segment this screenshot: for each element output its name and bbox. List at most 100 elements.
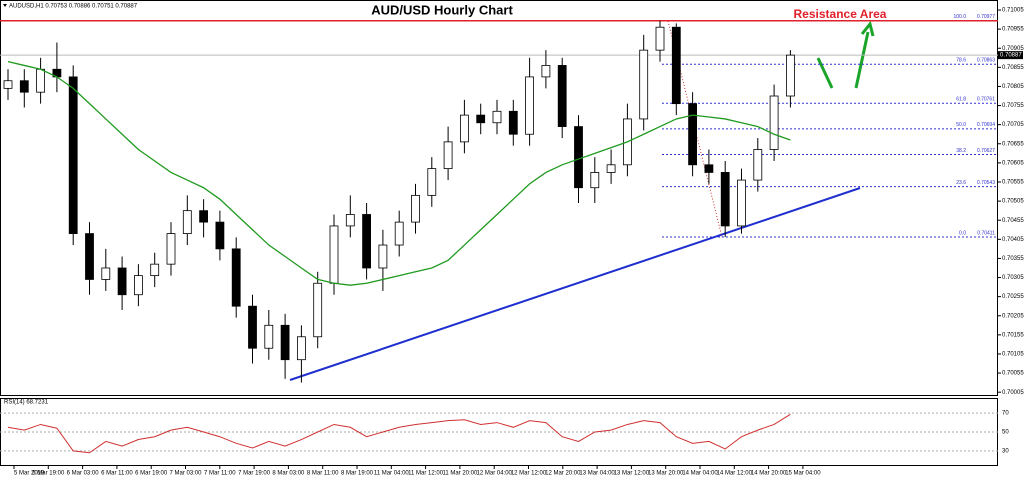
y-tick-label: 0.70055 — [1002, 371, 1024, 377]
candle-body — [769, 95, 779, 150]
x-tick-label: 8 Mar 19:00 — [341, 471, 374, 477]
y-tick-label: 0.70305 — [1002, 275, 1024, 281]
x-tick-label: 6 Mar 11:00 — [101, 471, 133, 477]
candle-body — [150, 263, 160, 277]
candle-body — [133, 275, 143, 296]
x-tick-label: 11 Mar 12:00 — [408, 471, 444, 477]
arrows — [816, 20, 875, 89]
x-tick-label: 14 Mar 20:00 — [751, 471, 787, 477]
y-tick-label: 0.70455 — [1002, 218, 1024, 224]
fib-ratio: 50.0 — [956, 122, 966, 128]
moving-average — [7, 60, 791, 286]
candle-body — [720, 172, 730, 227]
y-tick-label: 0.70755 — [1002, 103, 1024, 109]
candle-body — [199, 210, 209, 223]
candle-body — [574, 126, 583, 189]
candle-body — [688, 103, 697, 166]
x-tick-label: 14 Mar 04:00 — [682, 471, 718, 477]
y-tick-label: 0.70905 — [1002, 46, 1024, 52]
candle-body — [264, 324, 274, 349]
y-tick-label: 0.70005 — [1002, 390, 1024, 396]
x-tick-label: 12 Mar 12:00 — [511, 471, 547, 477]
x-tick-label: 8 Mar 11:00 — [307, 471, 339, 477]
fib-price: 0.70761 — [977, 97, 995, 103]
candle-body — [639, 49, 649, 120]
y-tick-label: 0.70255 — [1002, 294, 1024, 300]
candle-body — [786, 54, 795, 97]
candle-body — [606, 164, 616, 173]
candle-body — [476, 114, 486, 124]
x-tick-label: 7 Mar 19:00 — [238, 471, 271, 477]
candle-body — [753, 149, 763, 181]
y-tick-label: 0.71005 — [1002, 8, 1024, 14]
chart-title: AUD/USD Hourly Chart — [371, 2, 513, 17]
candle-body — [36, 68, 45, 93]
candle-body — [345, 214, 355, 227]
candle-body — [557, 65, 567, 127]
rsi-panel — [0, 398, 998, 466]
x-tick-label: 11 Mar 20:00 — [442, 471, 478, 477]
x-tick-label: 6 Mar 03:00 — [67, 471, 100, 477]
candle-body — [101, 267, 111, 280]
rsi-tick-label: 30 — [1002, 448, 1009, 454]
candle-body — [508, 110, 518, 135]
x-tick-label: 11 Mar 04:00 — [374, 471, 410, 477]
x-tick-label: 13 Mar 04:00 — [579, 471, 615, 477]
fib-ratio: 38.2 — [956, 148, 966, 154]
candle-body — [411, 194, 420, 223]
y-tick-label: 0.70555 — [1002, 180, 1024, 186]
candle-body — [329, 225, 339, 284]
x-tick-label: 13 Mar 12:00 — [614, 471, 650, 477]
x-tick-label: 5 Mar 2019 — [14, 471, 45, 477]
fib-ratio: 61.8 — [956, 97, 966, 103]
candle-body — [117, 267, 127, 296]
candle-body — [671, 26, 681, 105]
candle-body — [459, 114, 469, 143]
main-panel — [0, 0, 998, 396]
candle-body — [85, 233, 94, 280]
fib-ratio: 100.0 — [953, 14, 966, 20]
candle-body — [166, 233, 176, 265]
candle-body — [427, 168, 437, 196]
rsi-line — [7, 413, 791, 454]
current-price-box — [998, 51, 1023, 60]
fib-price: 0.70543 — [977, 180, 995, 186]
candle-body — [248, 305, 257, 349]
x-tick-label: 14 Mar 12:00 — [717, 471, 753, 477]
trend-line — [289, 187, 861, 381]
annotation: Resistance Area — [794, 7, 887, 21]
header: AUDUSD,H1 0.70753 0.70886 0.70751 0.7088… — [9, 4, 138, 10]
candle-body — [280, 324, 290, 361]
candle-body — [394, 221, 404, 246]
candle-body — [182, 210, 192, 234]
candle-body — [378, 244, 388, 269]
fib-price: 0.70694 — [977, 122, 995, 128]
x-tick-label: 15 Mar 04:00 — [785, 471, 821, 477]
candle-body — [215, 221, 225, 250]
candle-body — [525, 76, 534, 135]
x-tick-label: 7 Mar 03:00 — [169, 471, 202, 477]
rsi-label: RSI(14) 68.7231 — [4, 400, 49, 406]
y-tick-label: 0.70405 — [1002, 237, 1024, 243]
y-tick-label: 0.70705 — [1002, 122, 1024, 128]
candle-body — [492, 110, 502, 124]
fib-ratio: 78.6 — [956, 58, 966, 64]
candle-body — [362, 214, 372, 269]
x-tick-label: 13 Mar 20:00 — [648, 471, 684, 477]
fib-price: 0.70411 — [977, 230, 995, 236]
y-tick-label: 0.70805 — [1002, 84, 1024, 90]
current-price-label: 0.70887 — [1000, 53, 1022, 59]
candle-body — [655, 26, 665, 51]
fib-ratio: 0.0 — [959, 230, 966, 236]
candle-body — [737, 179, 746, 227]
fib-ratio: 23.6 — [956, 180, 966, 186]
y-tick-label: 0.70155 — [1002, 332, 1024, 338]
y-tick-label: 0.70605 — [1002, 160, 1024, 166]
candle-body — [19, 80, 29, 93]
rsi-tick-label: 70 — [1002, 411, 1009, 417]
candle-body — [68, 76, 78, 234]
candle-body — [313, 282, 323, 338]
x-tick-label: 7 Mar 11:00 — [204, 471, 236, 477]
